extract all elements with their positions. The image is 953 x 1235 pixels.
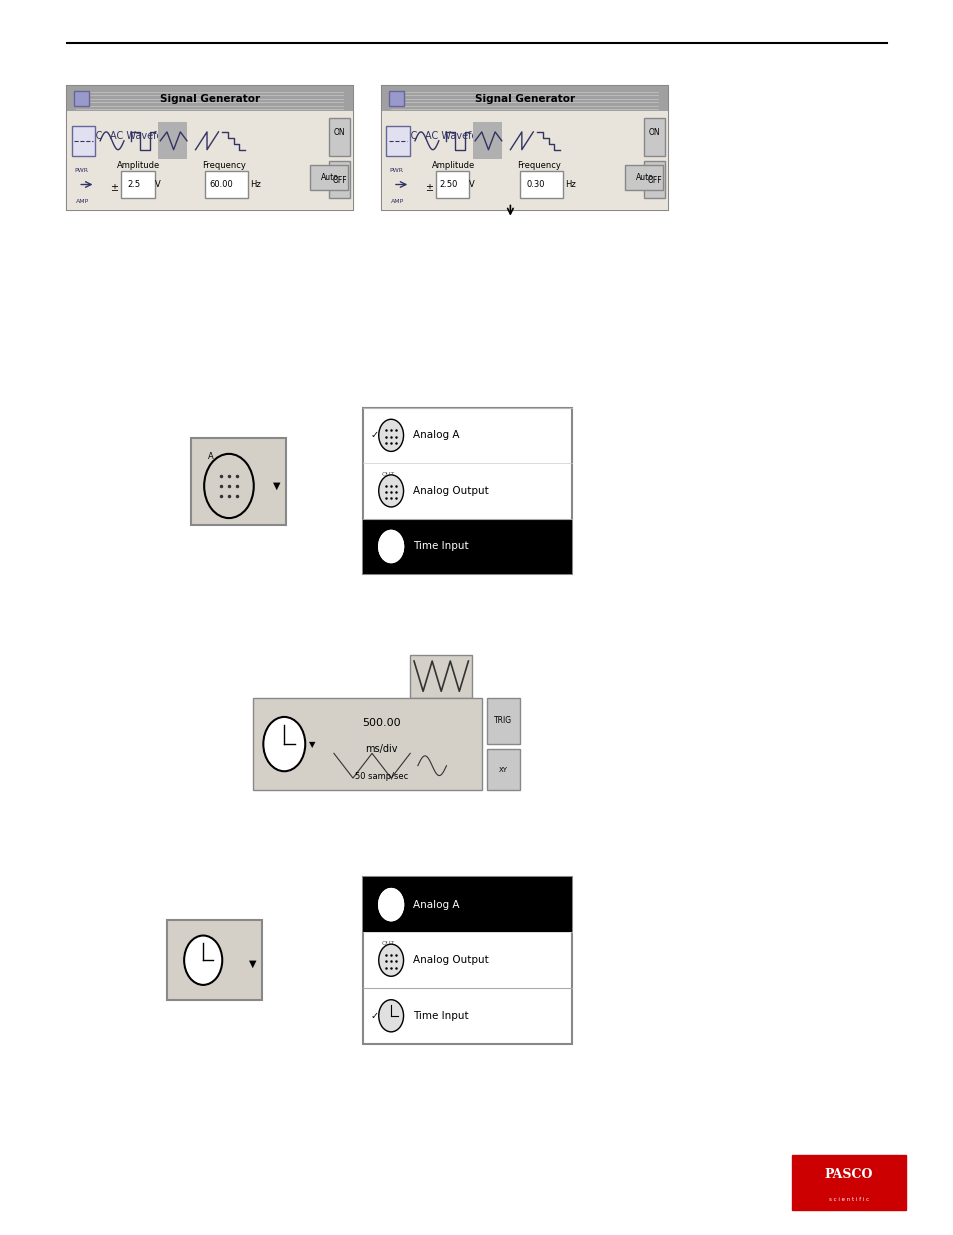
Text: Analog Output: Analog Output (413, 955, 488, 966)
FancyBboxPatch shape (329, 161, 350, 198)
FancyBboxPatch shape (74, 91, 89, 106)
Text: ±: ± (425, 183, 433, 193)
FancyBboxPatch shape (486, 698, 519, 743)
FancyBboxPatch shape (624, 165, 662, 190)
Text: Signal Generator: Signal Generator (475, 94, 574, 104)
FancyBboxPatch shape (329, 119, 350, 156)
Text: Auto: Auto (636, 173, 653, 183)
Circle shape (378, 944, 403, 976)
FancyBboxPatch shape (436, 170, 469, 198)
Text: DC: DC (88, 131, 102, 141)
Text: 50 samp/sec: 50 samp/sec (355, 772, 408, 781)
Text: PWR: PWR (389, 168, 403, 173)
Text: 60.00: 60.00 (210, 180, 233, 189)
Text: OUT: OUT (381, 941, 395, 946)
FancyBboxPatch shape (643, 119, 664, 156)
Text: OFF: OFF (646, 175, 661, 185)
Text: Analog A: Analog A (413, 430, 459, 441)
Text: 2.50: 2.50 (438, 180, 457, 189)
Text: PASCO: PASCO (824, 1167, 872, 1181)
Circle shape (204, 454, 253, 519)
Text: 2.5: 2.5 (127, 180, 140, 189)
Text: Time Input: Time Input (413, 541, 468, 552)
FancyBboxPatch shape (362, 877, 572, 932)
FancyBboxPatch shape (381, 86, 667, 210)
Text: AC Waveform: AC Waveform (111, 131, 175, 141)
FancyBboxPatch shape (791, 1155, 905, 1210)
Text: Frequency: Frequency (202, 162, 246, 170)
Text: ON: ON (334, 128, 345, 137)
Text: AMP: AMP (391, 199, 404, 204)
Text: V: V (154, 180, 160, 189)
FancyBboxPatch shape (362, 519, 572, 574)
FancyBboxPatch shape (643, 161, 664, 198)
Text: ✓: ✓ (370, 430, 378, 441)
Circle shape (263, 716, 305, 771)
Text: Time Input: Time Input (413, 1010, 468, 1021)
FancyBboxPatch shape (158, 122, 187, 159)
FancyBboxPatch shape (205, 170, 248, 198)
FancyBboxPatch shape (381, 86, 667, 111)
FancyBboxPatch shape (362, 408, 572, 574)
Text: ▼: ▼ (273, 480, 280, 492)
FancyBboxPatch shape (167, 920, 262, 1000)
Text: Amplitude: Amplitude (431, 162, 475, 170)
Text: A  ▲: A ▲ (208, 451, 225, 459)
Text: Frequency: Frequency (517, 162, 560, 170)
Text: Analog A: Analog A (413, 899, 459, 910)
FancyBboxPatch shape (71, 126, 95, 156)
FancyBboxPatch shape (253, 698, 481, 790)
FancyBboxPatch shape (519, 170, 562, 198)
Text: Hz: Hz (250, 180, 260, 189)
FancyBboxPatch shape (381, 111, 667, 210)
Text: Amplitude: Amplitude (116, 162, 160, 170)
Text: ▼: ▼ (309, 740, 314, 748)
Text: TRIG: TRIG (494, 716, 512, 725)
Circle shape (184, 936, 222, 986)
Text: ▼: ▼ (249, 960, 256, 969)
Circle shape (378, 474, 403, 506)
FancyBboxPatch shape (362, 877, 572, 1044)
Text: OFF: OFF (332, 175, 347, 185)
Text: XY: XY (498, 767, 507, 773)
FancyBboxPatch shape (386, 126, 410, 156)
Text: s c i e n t i f i c: s c i e n t i f i c (828, 1197, 868, 1202)
Text: ±: ± (111, 183, 118, 193)
FancyBboxPatch shape (310, 165, 348, 190)
Circle shape (378, 889, 403, 921)
Text: Hz: Hz (564, 180, 575, 189)
Text: V: V (469, 180, 475, 189)
FancyBboxPatch shape (410, 655, 472, 698)
FancyBboxPatch shape (486, 748, 519, 790)
Text: PWR: PWR (74, 168, 89, 173)
Text: OUT: OUT (381, 472, 395, 477)
FancyBboxPatch shape (473, 122, 501, 159)
FancyBboxPatch shape (191, 438, 286, 525)
Text: Analog Output: Analog Output (413, 485, 488, 496)
Text: ON: ON (648, 128, 659, 137)
Circle shape (378, 531, 403, 562)
FancyBboxPatch shape (67, 111, 353, 210)
FancyBboxPatch shape (67, 86, 353, 210)
Text: AC Waveform: AC Waveform (425, 131, 490, 141)
Text: DC: DC (402, 131, 416, 141)
Circle shape (378, 1000, 403, 1032)
FancyBboxPatch shape (121, 170, 154, 198)
Circle shape (378, 420, 403, 452)
FancyBboxPatch shape (389, 91, 403, 106)
Text: Auto: Auto (321, 173, 338, 183)
Text: Signal Generator: Signal Generator (160, 94, 259, 104)
FancyBboxPatch shape (67, 86, 353, 111)
Text: ms/div: ms/div (365, 743, 397, 753)
Text: AMP: AMP (76, 199, 90, 204)
Text: ✓: ✓ (370, 1010, 378, 1021)
Text: 500.00: 500.00 (362, 718, 400, 727)
Text: 0.30: 0.30 (526, 180, 545, 189)
